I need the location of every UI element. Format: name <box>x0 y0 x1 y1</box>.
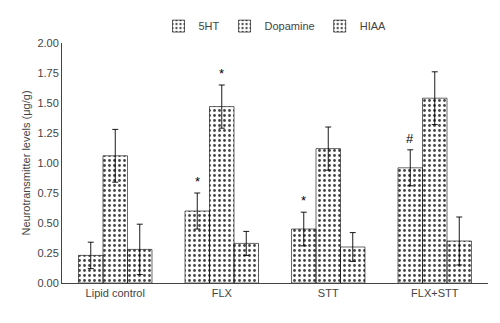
svg-text:*: * <box>195 174 200 189</box>
svg-text:Neurotransmitter levels (μg/g): Neurotransmitter levels (μg/g) <box>20 90 32 235</box>
svg-text:1.75: 1.75 <box>37 67 58 79</box>
svg-text:1.50: 1.50 <box>37 97 58 109</box>
svg-text:*: * <box>301 193 306 208</box>
svg-text:#: # <box>406 131 414 146</box>
svg-text:HIAA: HIAA <box>360 20 386 32</box>
svg-text:0.50: 0.50 <box>37 217 58 229</box>
svg-text:0.75: 0.75 <box>37 187 58 199</box>
svg-text:Lipid control: Lipid control <box>86 287 145 299</box>
svg-text:1.25: 1.25 <box>37 127 58 139</box>
svg-text:FLX: FLX <box>212 287 233 299</box>
svg-text:Dopamine: Dopamine <box>265 20 315 32</box>
svg-text:1.00: 1.00 <box>37 157 58 169</box>
svg-text:STT: STT <box>318 287 339 299</box>
svg-text:5HT: 5HT <box>199 20 220 32</box>
svg-text:*: * <box>219 66 224 81</box>
svg-text:0.25: 0.25 <box>37 247 58 259</box>
svg-text:FLX+STT: FLX+STT <box>411 287 459 299</box>
svg-text:0.00: 0.00 <box>37 277 58 289</box>
svg-text:2.00: 2.00 <box>37 37 58 49</box>
